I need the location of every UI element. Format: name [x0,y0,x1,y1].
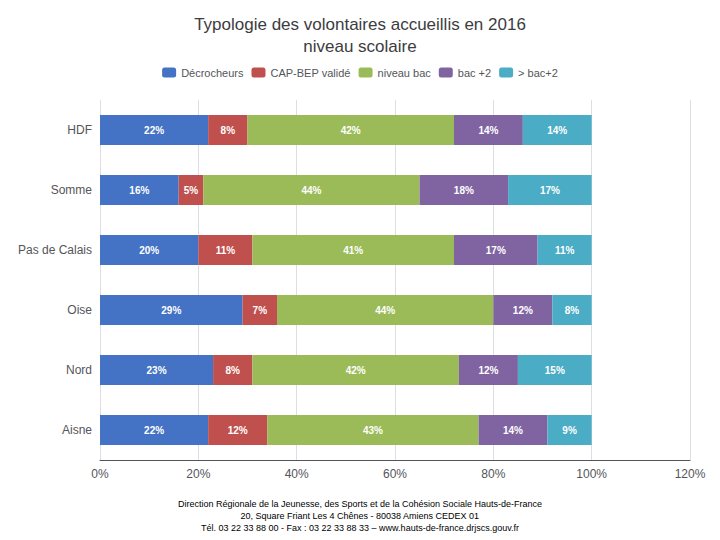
svg-text:Nord: Nord [66,363,92,377]
svg-text:100%: 100% [576,467,607,481]
svg-text:Oise: Oise [67,303,92,317]
svg-text:niveau bac: niveau bac [378,67,432,79]
svg-text:11%: 11% [555,245,575,256]
svg-text:60%: 60% [383,467,407,481]
svg-text:5%: 5% [184,185,199,196]
svg-text:8%: 8% [221,125,236,136]
svg-text:8%: 8% [565,305,580,316]
svg-text:120%: 120% [675,467,706,481]
svg-text:Somme: Somme [51,183,93,197]
svg-text:41%: 41% [343,245,363,256]
svg-text:80%: 80% [481,467,505,481]
svg-text:17%: 17% [486,245,506,256]
svg-text:29%: 29% [161,305,181,316]
svg-text:Pas de Calais: Pas de Calais [18,243,92,257]
svg-text:20%: 20% [139,245,159,256]
svg-text:42%: 42% [341,125,361,136]
svg-text:CAP-BEP validé: CAP-BEP validé [270,67,350,79]
svg-text:44%: 44% [301,185,321,196]
svg-text:16%: 16% [129,185,149,196]
svg-text:14%: 14% [503,425,523,436]
svg-text:8%: 8% [226,365,241,376]
svg-text:43%: 43% [363,425,383,436]
svg-text:40%: 40% [285,467,309,481]
svg-text:22%: 22% [144,425,164,436]
svg-text:7%: 7% [253,305,268,316]
svg-text:15%: 15% [545,365,565,376]
svg-text:Tél. 03 22 33 88 00 - Fax : 03: Tél. 03 22 33 88 00 - Fax : 03 22 33 88 … [201,523,519,533]
svg-text:Typologie des volontaires accu: Typologie des volontaires accueillis en … [194,15,526,34]
svg-text:Aisne: Aisne [62,423,92,437]
svg-text:22%: 22% [144,125,164,136]
svg-text:9%: 9% [562,425,577,436]
svg-text:0%: 0% [91,467,109,481]
svg-text:17%: 17% [540,185,560,196]
svg-text:20, Square Friant Les 4 Chênes: 20, Square Friant Les 4 Chênes - 80038 A… [240,511,479,521]
svg-text:44%: 44% [375,305,395,316]
svg-text:bac +2: bac +2 [458,67,491,79]
svg-text:11%: 11% [216,245,236,256]
svg-text:Décrocheurs: Décrocheurs [181,67,244,79]
svg-text:20%: 20% [186,467,210,481]
svg-text:12%: 12% [478,365,498,376]
svg-text:Direction Régionale de la Jeun: Direction Régionale de la Jeunesse, des … [178,499,542,509]
svg-text:42%: 42% [346,365,366,376]
svg-text:niveau scolaire: niveau scolaire [303,37,416,56]
svg-text:14%: 14% [547,125,567,136]
svg-text:12%: 12% [228,425,248,436]
svg-text:18%: 18% [454,185,474,196]
svg-text:23%: 23% [147,365,167,376]
svg-text:HDF: HDF [67,123,92,137]
svg-text:> bac+2: > bac+2 [518,67,558,79]
svg-text:12%: 12% [513,305,533,316]
svg-text:14%: 14% [478,125,498,136]
